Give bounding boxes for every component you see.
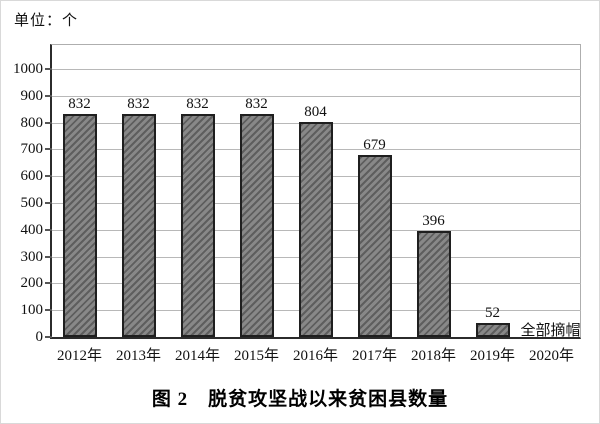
bar-value-2013年: 832 bbox=[127, 96, 150, 112]
bar-value-2015年: 832 bbox=[245, 96, 268, 112]
y-tick-300 bbox=[45, 255, 52, 258]
bar-2015年 bbox=[239, 114, 274, 337]
y-tick-0 bbox=[45, 336, 52, 338]
x-tick-label-2020年: 2020年 bbox=[528, 348, 574, 364]
bar-2013年 bbox=[121, 114, 156, 337]
y-tick-200 bbox=[45, 282, 52, 285]
x-tick-label-2013年: 2013年 bbox=[115, 348, 161, 364]
gridline-900 bbox=[52, 95, 581, 97]
bar-value-2019年: 52 bbox=[485, 305, 500, 321]
x-tick-label-2012年: 2012年 bbox=[56, 348, 102, 364]
y-tick-label: 600 bbox=[20, 168, 44, 185]
y-tick-800 bbox=[45, 121, 52, 124]
y-tick-700 bbox=[45, 148, 52, 151]
y-tick-label: 300 bbox=[20, 248, 44, 265]
x-tick-label-2017年: 2017年 bbox=[351, 348, 397, 364]
figure-caption: 图 2 脱贫攻坚战以来贫困县数量 bbox=[151, 389, 449, 410]
x-tick-label-2015年: 2015年 bbox=[233, 348, 279, 364]
gridline-1000 bbox=[52, 69, 581, 70]
bar-value-2017年: 679 bbox=[363, 137, 386, 153]
y-tick-500 bbox=[45, 202, 52, 204]
bar-2018年 bbox=[416, 231, 451, 337]
bar-2017年 bbox=[357, 155, 392, 337]
bar-value-2016年: 804 bbox=[304, 104, 327, 120]
bar-2012年 bbox=[62, 114, 97, 337]
y-tick-label: 500 bbox=[20, 195, 44, 211]
annotation-label: 全部摘帽 bbox=[520, 323, 581, 339]
y-tick-label: 900 bbox=[20, 87, 44, 104]
x-tick-label-2016年: 2016年 bbox=[292, 348, 338, 364]
y-tick-400 bbox=[45, 228, 52, 231]
y-tick-1000 bbox=[45, 68, 52, 70]
y-tick-label: 800 bbox=[20, 114, 44, 131]
bar-value-2012年: 832 bbox=[68, 96, 91, 112]
y-tick-label: 200 bbox=[20, 275, 44, 292]
y-tick-600 bbox=[45, 175, 52, 178]
y-tick-label: 0 bbox=[35, 329, 44, 345]
bar-2019年 bbox=[475, 323, 510, 337]
y-tick-label: 1000 bbox=[13, 61, 43, 77]
y-tick-900 bbox=[45, 94, 52, 97]
bar-2016年 bbox=[298, 122, 333, 337]
bar-value-2014年: 832 bbox=[186, 96, 209, 112]
bar-2014年 bbox=[180, 114, 215, 337]
unit-label: 单位：个 bbox=[14, 13, 79, 29]
x-tick-label-2019年: 2019年 bbox=[469, 348, 515, 364]
bar-value-2018年: 396 bbox=[422, 213, 445, 229]
y-tick-label: 700 bbox=[20, 141, 44, 158]
y-tick-label: 100 bbox=[20, 302, 44, 319]
plot-area bbox=[50, 44, 581, 339]
y-tick-label: 400 bbox=[20, 221, 44, 238]
y-tick-100 bbox=[45, 309, 52, 312]
x-tick-label-2014年: 2014年 bbox=[174, 348, 220, 364]
x-tick-label-2018年: 2018年 bbox=[410, 348, 456, 364]
